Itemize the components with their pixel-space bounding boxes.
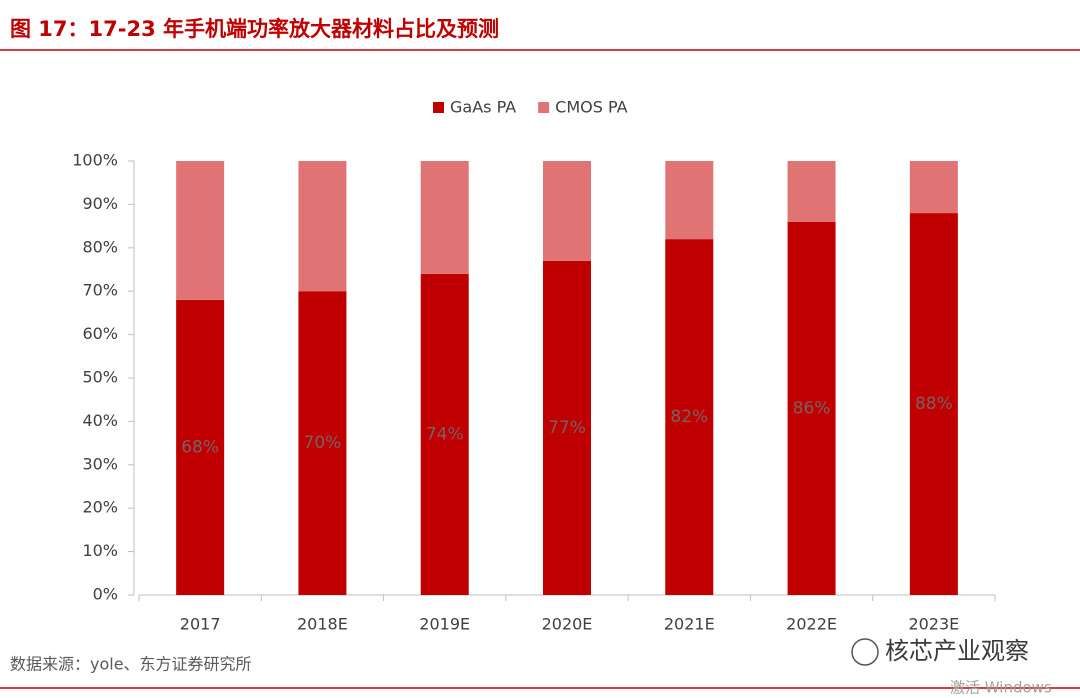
bar-segment xyxy=(665,239,714,595)
x-tick-label: 2018E xyxy=(297,615,348,634)
x-tick-label: 2022E xyxy=(786,615,837,634)
bar-segment xyxy=(909,161,958,214)
os-notice: 激活 Windows xyxy=(950,679,1052,697)
x-tick-label: 2019E xyxy=(419,615,470,634)
x-tick-label: 2021E xyxy=(664,615,715,634)
value-label: 82% xyxy=(670,407,708,427)
bar-segment xyxy=(665,161,714,240)
bar-segment xyxy=(543,161,591,261)
value-label: 86% xyxy=(793,398,831,418)
bar-segment xyxy=(420,161,469,274)
y-tick-label: 70% xyxy=(82,281,118,300)
y-tick-label: 30% xyxy=(82,454,118,473)
bar-segment xyxy=(787,161,836,222)
value-label: 77% xyxy=(548,418,586,438)
bar-segment xyxy=(298,291,347,595)
legend-label: CMOS PA xyxy=(555,98,627,117)
x-tick-label: 2023E xyxy=(908,615,959,634)
bar-segment xyxy=(909,213,958,595)
value-label: 68% xyxy=(181,437,219,457)
y-tick-label: 80% xyxy=(82,237,118,256)
value-label: 88% xyxy=(915,394,953,414)
y-tick-label: 20% xyxy=(82,498,118,517)
y-tick-label: 100% xyxy=(72,151,118,170)
source: 数据来源：yole、东方证券研究所 xyxy=(10,655,252,674)
x-tick-label: 2017 xyxy=(180,615,221,634)
bar-segment xyxy=(176,299,225,595)
bar-segment xyxy=(543,260,591,595)
legend-label: GaAs PA xyxy=(450,98,516,117)
y-tick-label: 60% xyxy=(82,324,118,343)
x-tick-label: 2020E xyxy=(542,615,593,634)
value-label: 74% xyxy=(426,424,464,444)
y-tick-label: 0% xyxy=(93,585,118,604)
watermark: 核芯产业观察 xyxy=(885,637,1029,665)
y-tick-label: 50% xyxy=(82,368,118,387)
bar-segment xyxy=(787,221,836,595)
watermark-icon xyxy=(851,638,879,666)
y-tick-label: 90% xyxy=(82,194,118,213)
bar-segment xyxy=(176,161,225,300)
y-tick-label: 10% xyxy=(82,541,118,560)
bar-segment xyxy=(298,161,347,292)
value-label: 70% xyxy=(304,433,342,453)
bar-segment xyxy=(420,273,469,595)
legend-swatch xyxy=(433,102,444,113)
y-tick-label: 40% xyxy=(82,411,118,430)
chart-title: 图 17：17-23 年手机端功率放大器材料占比及预测 xyxy=(10,17,499,41)
legend-swatch xyxy=(538,102,550,113)
